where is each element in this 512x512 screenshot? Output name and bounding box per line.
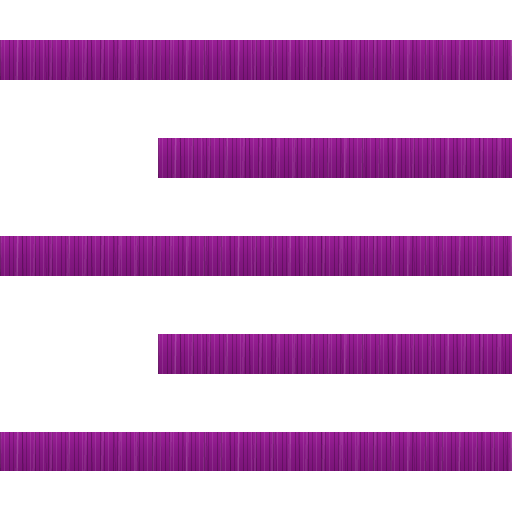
text-line-2 bbox=[158, 138, 512, 178]
text-line-1 bbox=[0, 40, 512, 80]
text-line-5 bbox=[0, 432, 512, 471]
text-line-4 bbox=[158, 334, 512, 374]
text-line-3 bbox=[0, 236, 512, 276]
